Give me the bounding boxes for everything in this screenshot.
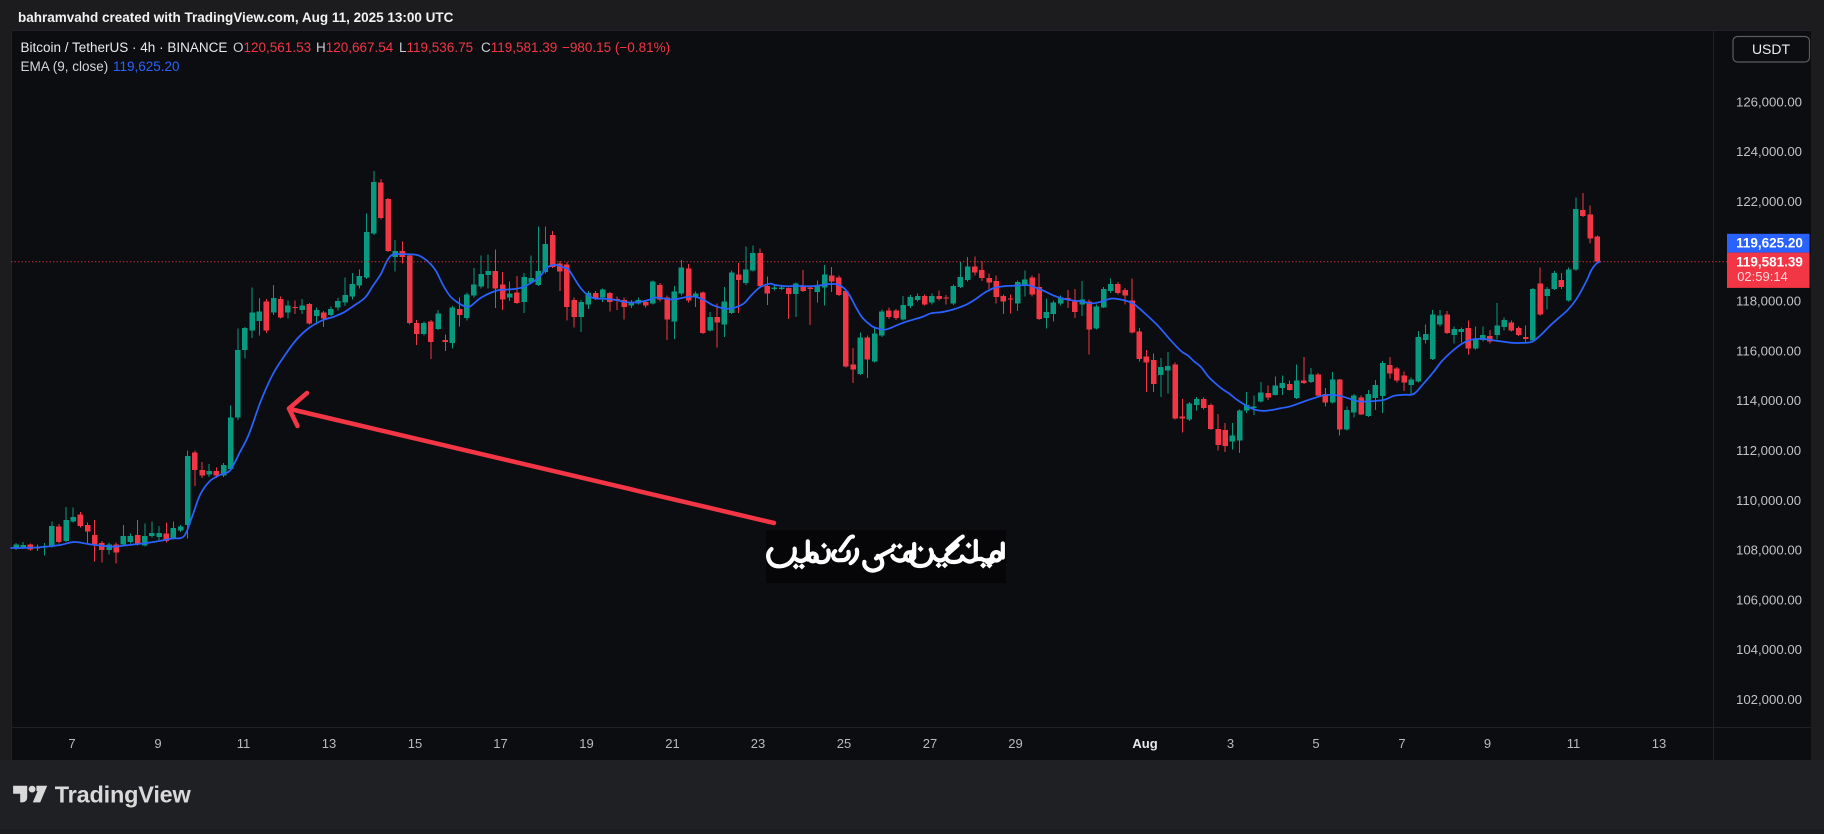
svg-text:Aug: Aug — [1132, 736, 1157, 751]
svg-text:H120,667.54: H120,667.54 — [316, 40, 394, 55]
svg-text:25: 25 — [837, 736, 851, 751]
svg-text:9: 9 — [1484, 736, 1491, 751]
svg-text:112,000.00: 112,000.00 — [1736, 443, 1801, 458]
svg-text:9: 9 — [154, 736, 161, 751]
svg-text:EMA (9, close): EMA (9, close) — [21, 59, 109, 74]
svg-text:bahramvahd created with Tradin: bahramvahd created with TradingView.com,… — [18, 10, 454, 25]
svg-text:USDT: USDT — [1752, 41, 1791, 57]
svg-text:27: 27 — [923, 736, 937, 751]
svg-text:TradingView: TradingView — [55, 781, 192, 807]
svg-text:110,000.00: 110,000.00 — [1736, 493, 1801, 508]
svg-text:122,000.00: 122,000.00 — [1736, 194, 1802, 209]
svg-text:21: 21 — [665, 736, 679, 751]
svg-text:124,000.00: 124,000.00 — [1736, 144, 1802, 159]
svg-text:−980.15 (−0.81%): −980.15 (−0.81%) — [562, 40, 670, 55]
svg-text:102,000.00: 102,000.00 — [1736, 692, 1802, 707]
svg-text:126,000.00: 126,000.00 — [1736, 94, 1802, 109]
svg-text:7: 7 — [68, 736, 75, 751]
svg-text:11: 11 — [1567, 736, 1581, 751]
svg-text:13: 13 — [1652, 736, 1666, 751]
svg-text:L119,536.75: L119,536.75 — [399, 40, 473, 55]
svg-text:11: 11 — [237, 736, 251, 751]
svg-text:119,625.20: 119,625.20 — [113, 59, 180, 74]
svg-text:15: 15 — [408, 736, 422, 751]
svg-text:116,000.00: 116,000.00 — [1736, 343, 1801, 358]
svg-text:108,000.00: 108,000.00 — [1736, 543, 1802, 558]
svg-text:19: 19 — [579, 736, 593, 751]
svg-text:104,000.00: 104,000.00 — [1736, 642, 1802, 657]
svg-text:13: 13 — [322, 736, 336, 751]
svg-text:118,000.00: 118,000.00 — [1736, 294, 1801, 309]
svg-text:17: 17 — [493, 736, 507, 751]
svg-text:7: 7 — [1398, 736, 1405, 751]
svg-text:O120,561.53: O120,561.53 — [233, 40, 311, 55]
svg-text:02:59:14: 02:59:14 — [1737, 269, 1788, 284]
svg-text:Bitcoin / TetherUS · 4h · BINA: Bitcoin / TetherUS · 4h · BINANCE — [21, 40, 228, 55]
svg-text:3: 3 — [1227, 736, 1234, 751]
svg-text:114,000.00: 114,000.00 — [1736, 393, 1801, 408]
svg-text:119,581.39: 119,581.39 — [1736, 254, 1803, 269]
svg-text:29: 29 — [1008, 736, 1022, 751]
svg-text:C119,581.39: C119,581.39 — [481, 40, 557, 55]
svg-text:5: 5 — [1312, 736, 1319, 751]
svg-text:119,625.20: 119,625.20 — [1736, 235, 1803, 250]
svg-text:106,000.00: 106,000.00 — [1736, 592, 1802, 607]
svg-text:23: 23 — [751, 736, 765, 751]
